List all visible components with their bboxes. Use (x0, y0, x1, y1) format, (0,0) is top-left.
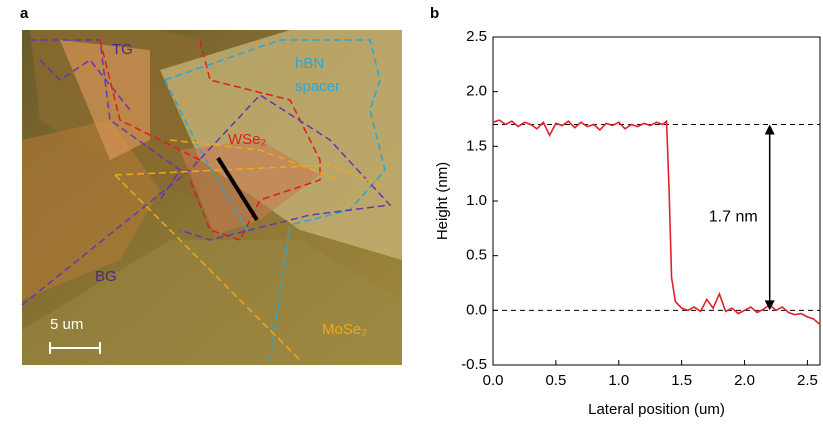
x-tick-label: 1.5 (671, 372, 692, 389)
annotation-label: 1.7 nm (709, 209, 758, 226)
y-tick-label: 2.0 (466, 83, 487, 100)
micrograph-labels: TG hBN spacer WSe₂ BG MoSe₂ 5 um (50, 41, 367, 338)
label: WSe₂ (228, 131, 267, 148)
x-axis-label: Lateral position (um) (588, 401, 725, 418)
label: TG (112, 41, 133, 58)
y-tick-label: 1.0 (466, 192, 487, 209)
x-tick-label: 1.0 (608, 372, 629, 389)
plot-frame (492, 36, 821, 366)
data-line (492, 119, 821, 326)
arrow-head (764, 124, 775, 135)
panel-label: a (20, 5, 29, 22)
label: hBN (295, 55, 324, 72)
y-tick-label: 0.0 (466, 301, 487, 318)
y-tick-label: 1.5 (466, 137, 487, 154)
y-tick-label: 2.5 (466, 28, 487, 45)
label: BG (95, 268, 117, 285)
label: spacer (295, 78, 340, 95)
x-tick-label: 2.0 (734, 372, 755, 389)
label: MoSe₂ (322, 321, 367, 338)
x-tick-label: 0.5 (545, 372, 566, 389)
micrograph (21, 30, 402, 365)
y-axis-label: Height (nm) (434, 162, 451, 240)
x-tick-label: 0.0 (483, 372, 504, 389)
x-tick-label: 2.5 (797, 372, 818, 389)
y-tick-label: 0.5 (466, 247, 487, 264)
panel-label: b (430, 5, 439, 22)
arrow-head (764, 300, 775, 311)
scale-label: 5 um (50, 316, 83, 333)
y-tick-label: -0.5 (461, 356, 487, 373)
